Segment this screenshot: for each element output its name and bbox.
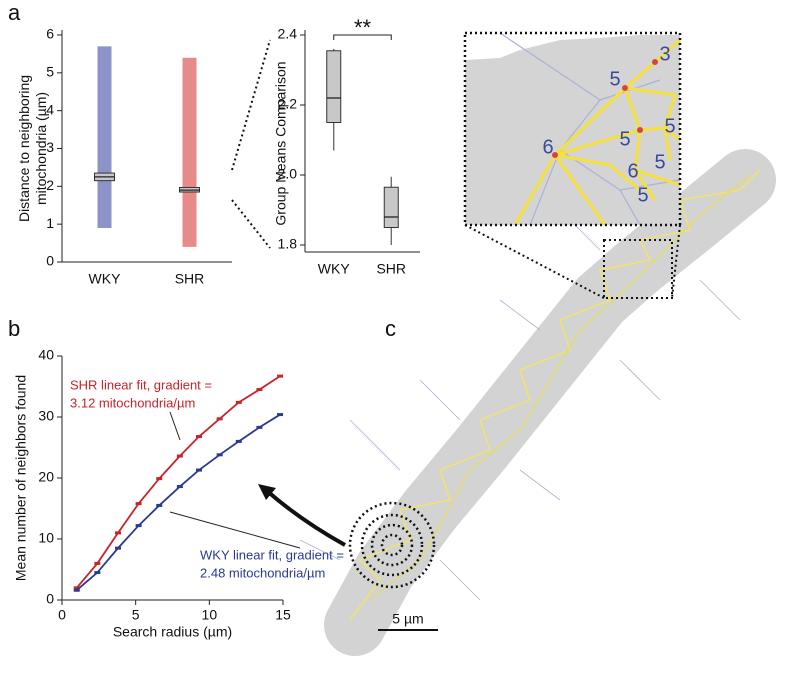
inset-label: 5 [654,151,665,173]
y-tick-label: 0 [46,591,54,607]
annotation-leader [169,411,181,441]
box [383,186,399,228]
zoom-line [464,224,605,299]
y-tick-label: 2.0 [278,166,298,182]
panel-label: c [385,316,396,341]
search-circles [348,501,436,589]
arrow [264,488,346,547]
y-axis-label: mitochondria (µm) [33,92,49,205]
fit-annotation: SHR linear fit, gradient = [70,377,212,392]
inset-label: 5 [619,128,630,150]
y-tick-label: 10 [38,530,54,546]
x-tick-label: 5 [132,607,140,623]
mitochondrion [324,149,776,656]
y-tick-label: 6 [46,26,54,42]
micrograph: 5 µm [258,149,776,656]
arrowhead [258,484,276,500]
annotation-leader [169,511,301,549]
y-tick-label: 40 [38,347,54,363]
line [76,413,281,591]
significance: ** [354,15,372,40]
panel-label: a [8,0,21,25]
connector [231,39,271,171]
y-tick-label: 0 [46,253,54,269]
x-axis-label: Search radius (µm) [113,624,232,640]
y-tick-label: 1 [46,215,54,231]
x-tick-label: 10 [202,607,218,623]
y-tick-label: 3 [46,139,54,155]
connector [231,199,271,249]
zoom-box [603,239,673,299]
x-tick-label: WKY [318,261,351,277]
y-tick-label: 5 [46,64,54,80]
inset-label: 5 [637,184,648,206]
y-tick-label: 2.2 [278,96,298,112]
fit-annotation: WKY linear fit, gradient = [200,547,344,562]
inset-label: 6 [627,160,638,182]
significance-bracket [333,34,392,40]
zoom-line [671,224,681,299]
y-tick-label: 2.4 [278,26,298,42]
rays [299,219,741,601]
inset-label: 5 [664,115,675,137]
y-axis-label: Group Means Comparison [273,61,289,225]
x-tick-label: WKY [89,271,122,287]
fit-annotation: 2.48 mitochondria/µm [200,565,325,580]
inset-label: 6 [542,136,553,158]
box [326,50,342,123]
y-tick-label: 2 [46,177,54,193]
y-tick-label: 30 [38,408,54,424]
x-tick-label: 0 [58,607,66,623]
y-axis-label: Mean number of neighbors found [13,375,29,581]
scale-bar-label: 5 µm [392,611,423,627]
network [369,174,751,601]
y-tick-label: 4 [46,101,54,117]
y-tick-label: 1.8 [278,236,298,252]
inset-label: 5 [609,68,620,90]
inset-frame [463,31,682,227]
x-tick-label: SHR [175,271,205,287]
panel-label: b [8,316,20,341]
x-tick-label: 15 [275,607,291,623]
network [349,169,761,621]
y-tick-label: 20 [38,469,54,485]
y-axis-label: Distance to neighboring [16,75,32,222]
x-tick-label: SHR [376,261,406,277]
fit-annotation: 3.12 mitochondria/µm [70,395,195,410]
inset-nodes [552,59,658,158]
inset-label: 3 [659,43,670,65]
inset [463,31,682,227]
